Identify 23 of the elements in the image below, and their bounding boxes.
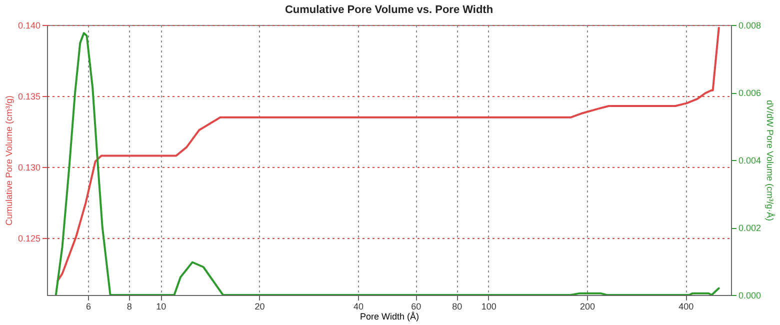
x-tick-label: 40 (353, 302, 364, 312)
x-tick-label: 10 (156, 302, 166, 312)
y2-tick-label: 0.006 (738, 88, 762, 98)
y-tick-label: 0.130 (18, 162, 40, 173)
chart-title: Cumulative Pore Volume vs. Pore Width (284, 4, 494, 16)
y-tick-label: 0.125 (18, 234, 40, 244)
x-tick-label: 6 (86, 302, 91, 312)
x-tick-label: 8 (126, 302, 132, 312)
x-tick-label: 200 (580, 302, 596, 312)
x-tick-label: 80 (452, 302, 462, 312)
x-tick-label: 60 (411, 302, 422, 312)
y2-tick-label: 0.008 (738, 20, 762, 30)
y2-tick-label: 0.000 (738, 290, 762, 300)
y2-tick-label: 0.002 (738, 223, 762, 233)
x-axis-title: Pore Width (Å) (360, 312, 420, 322)
x-tick-label: 20 (254, 302, 265, 312)
y-axis-title: Cumulative Pore Volume (cm³/g) (4, 95, 14, 226)
x-tick-label: 100 (481, 302, 496, 312)
y2-tick-label: 0.004 (738, 156, 762, 166)
y-tick-label: 0.135 (18, 92, 40, 102)
y2-axis-title: dV/dW Pore Volume (cm³/g·Å) (765, 100, 776, 222)
x-tick-label: 400 (678, 302, 694, 312)
y-tick-label: 0.140 (18, 20, 40, 30)
